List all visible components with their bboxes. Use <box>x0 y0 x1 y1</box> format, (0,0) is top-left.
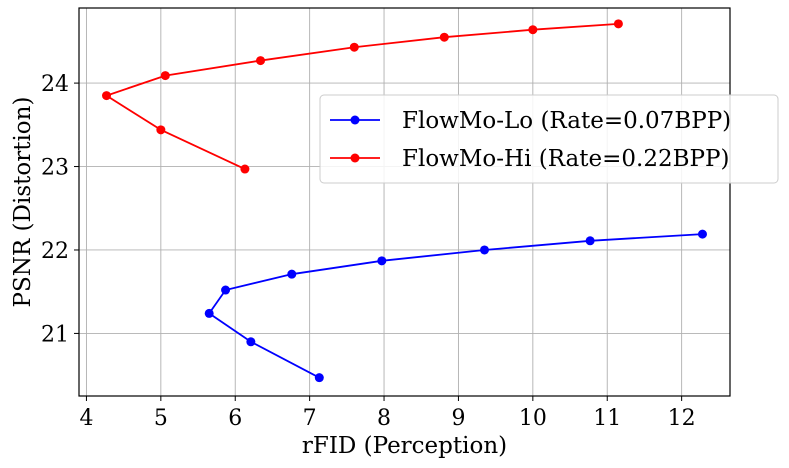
legend-label-flowmo-hi: FlowMo-Hi (Rate=0.22BPP) <box>402 146 729 172</box>
x-tick-label: 7 <box>303 406 317 431</box>
legend-marker-flowmo-hi <box>350 153 360 163</box>
data-point <box>246 337 256 347</box>
data-point <box>585 236 595 246</box>
data-point <box>160 71 170 81</box>
legend-label-flowmo-lo: FlowMo-Lo (Rate=0.07BPP) <box>402 108 731 134</box>
data-point <box>314 373 324 383</box>
x-tick-label: 5 <box>154 406 168 431</box>
data-point <box>479 245 489 255</box>
data-point <box>439 32 449 42</box>
y-tick-label: 21 <box>41 322 69 347</box>
data-point <box>613 19 623 29</box>
plot-frame <box>78 7 731 397</box>
data-point <box>287 269 297 279</box>
y-axis-label: PSNR (Distortion) <box>10 97 36 308</box>
series-line <box>207 233 703 379</box>
x-tick-label: 10 <box>519 406 547 431</box>
grid <box>79 8 730 396</box>
data-point <box>240 164 250 174</box>
x-tick-label: 6 <box>228 406 242 431</box>
legend: FlowMo-Lo (Rate=0.07BPP) FlowMo-Hi (Rate… <box>319 94 779 184</box>
axis-ticks: 4 5 6 7 8 9 10 11 12 21 22 23 24 <box>41 72 696 431</box>
legend-box <box>319 94 779 184</box>
y-tick-label: 24 <box>41 72 69 97</box>
x-tick-label: 12 <box>668 406 696 431</box>
data-point <box>528 25 538 35</box>
series-layer <box>102 19 707 383</box>
series-flowmo-lo <box>204 229 707 383</box>
data-point <box>156 125 166 135</box>
y-tick-label: 22 <box>41 239 69 264</box>
x-tick-label: 9 <box>451 406 465 431</box>
x-tick-label: 4 <box>79 406 93 431</box>
x-axis-label: rFID (Perception) <box>302 433 507 459</box>
x-tick-label: 11 <box>593 406 621 431</box>
data-point <box>221 285 231 295</box>
data-point <box>697 229 707 239</box>
data-point <box>204 308 214 318</box>
x-tick-label: 8 <box>377 406 391 431</box>
data-point <box>349 42 359 52</box>
data-point <box>377 256 387 266</box>
legend-marker-flowmo-lo <box>350 115 360 125</box>
data-point <box>102 91 112 101</box>
series-flowmo-hi <box>102 19 623 174</box>
data-point <box>256 56 266 66</box>
y-tick-label: 23 <box>41 156 69 181</box>
